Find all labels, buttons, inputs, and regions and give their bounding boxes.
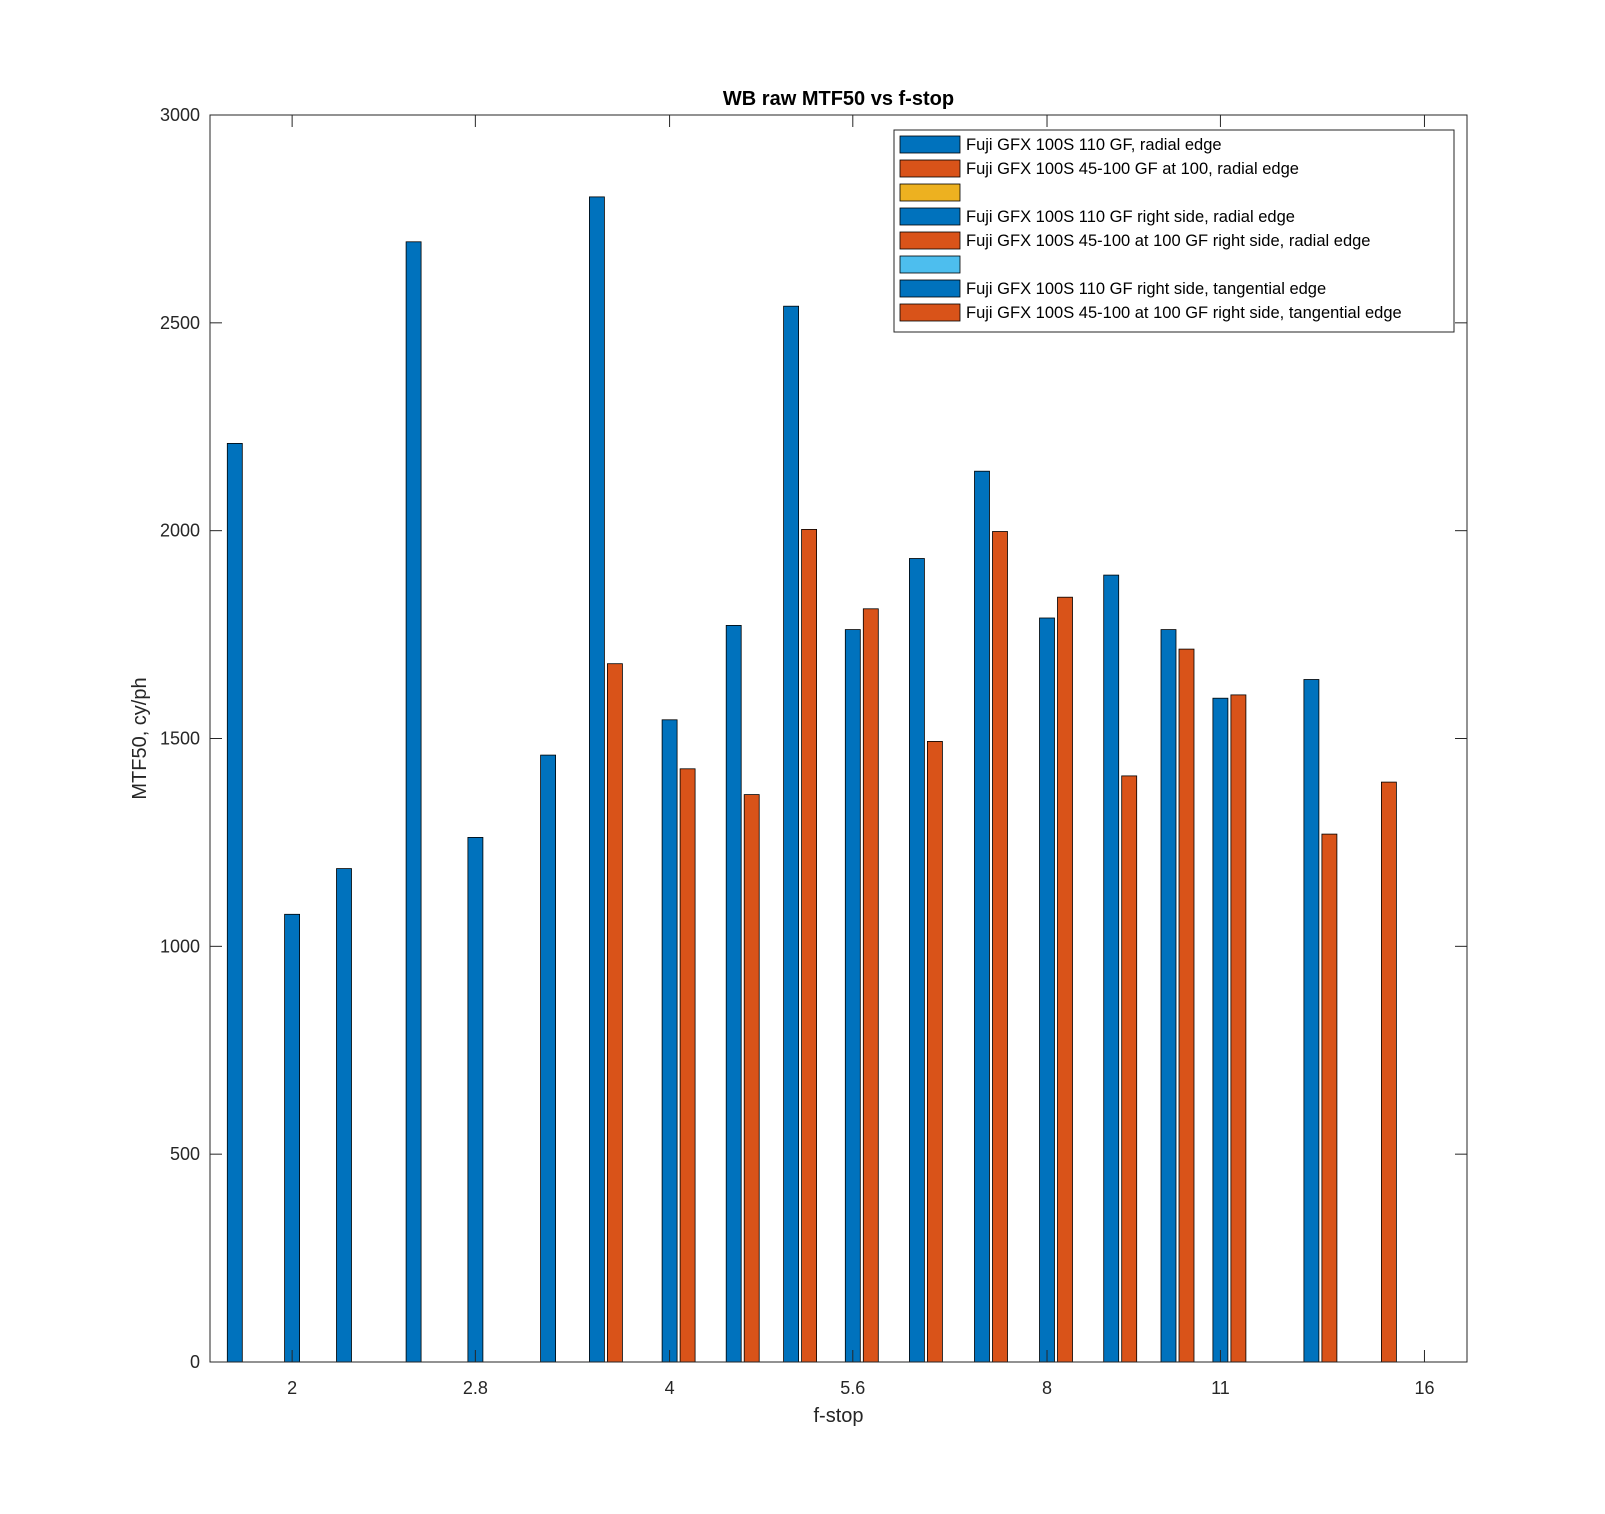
legend-entry-label: Fuji GFX 100S 110 GF right side, radial … — [966, 208, 1295, 226]
x-tick-label: 16 — [1414, 1378, 1434, 1398]
bar-series-1 — [1160, 629, 1177, 1363]
bar-series-1 — [974, 470, 990, 1363]
x-tick-label: 4 — [665, 1378, 675, 1398]
y-tick-label: 1500 — [160, 729, 200, 749]
axis-ticks: 2 2.8 4 5.6 8 11 16 0 500 1000 1500 2000 2500 3000 — [160, 105, 1467, 1398]
legend: Fuji GFX 100S 110 GF, radial edge Fuji GF… — [893, 129, 1455, 333]
bar-series-2 — [1381, 781, 1397, 1363]
y-tick-label: 2500 — [160, 313, 200, 333]
bar-series-1 — [405, 241, 422, 1363]
y-tick-label: 1000 — [160, 936, 200, 956]
axes-frame — [209, 114, 1468, 1363]
bar-series-1 — [844, 629, 861, 1363]
bar-series-1 — [783, 305, 799, 1363]
x-tick-label: 2 — [287, 1378, 297, 1398]
x-tick-label: 8 — [1042, 1378, 1052, 1398]
bar-series-1 — [226, 442, 243, 1363]
legend-swatch — [899, 279, 961, 298]
bar-series-2 — [743, 794, 760, 1363]
y-axis-label: MTF50, cy/ph — [129, 677, 151, 799]
legend-entry-label: Fuji GFX 100S 110 GF right side, tangent… — [966, 280, 1326, 298]
bar-series-2 — [1121, 775, 1138, 1363]
bar-series-2 — [1321, 833, 1338, 1363]
x-tick-label: 11 — [1211, 1378, 1230, 1398]
legend-swatch — [899, 135, 961, 154]
legend-swatch — [899, 231, 961, 250]
bar-series-2 — [1230, 694, 1247, 1363]
legend-swatch — [899, 159, 961, 178]
legend-swatch — [899, 255, 961, 274]
bar-series-1 — [1103, 574, 1120, 1363]
bar-series-2 — [1178, 648, 1195, 1363]
x-axis-label: f-stop — [813, 1405, 863, 1427]
x-tick-label: 2.8 — [463, 1378, 488, 1398]
bar-group — [226, 196, 1397, 1363]
chart-title: WB raw MTF50 vs f-stop — [723, 88, 954, 110]
legend-box — [893, 129, 1455, 333]
bar-series-2 — [862, 608, 879, 1363]
legend-entry-label: Fuji GFX 100S 45-100 at 100 GF right sid… — [966, 232, 1370, 250]
legend-entry-label: Fuji GFX 100S 45-100 at 100 GF right sid… — [966, 304, 1402, 322]
bar-series-1 — [589, 196, 605, 1363]
x-tick-label: 5.6 — [840, 1378, 865, 1398]
bar-series-1 — [540, 754, 556, 1363]
bar-series-2 — [801, 529, 817, 1363]
bar-series-1 — [909, 558, 925, 1363]
bar-series-1 — [725, 625, 742, 1363]
bar-series-1 — [284, 913, 301, 1363]
bar-series-2 — [679, 768, 696, 1363]
bar-series-1 — [1212, 697, 1229, 1363]
legend-swatch — [899, 207, 961, 226]
bar-series-1 — [661, 719, 678, 1363]
bar-series-1 — [1303, 679, 1320, 1363]
bar-series-2 — [1057, 596, 1073, 1363]
bar-series-1 — [467, 837, 484, 1363]
legend-entry-label: Fuji GFX 100S 110 GF, radial edge — [966, 136, 1222, 154]
y-tick-label: 0 — [190, 1352, 200, 1372]
bar-series-2 — [607, 663, 623, 1363]
bar-series-1 — [1039, 617, 1055, 1363]
legend-swatch — [899, 183, 961, 202]
y-tick-label: 500 — [170, 1144, 200, 1164]
y-tick-label: 2000 — [160, 521, 200, 541]
bar-series-2 — [927, 741, 943, 1363]
legend-swatch — [899, 303, 961, 322]
y-tick-label: 3000 — [160, 105, 200, 125]
bar-series-1 — [336, 868, 352, 1363]
bar-series-2 — [992, 531, 1008, 1363]
legend-entry-label: Fuji GFX 100S 45-100 GF at 100, radial e… — [966, 160, 1299, 178]
